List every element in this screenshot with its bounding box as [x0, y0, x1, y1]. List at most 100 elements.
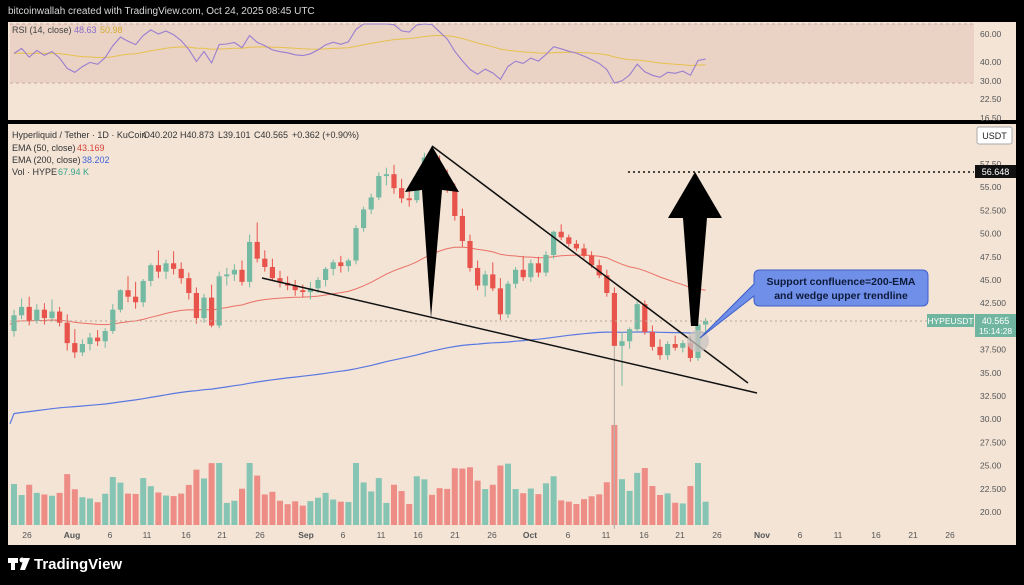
candle-body	[528, 263, 534, 278]
candle-body	[551, 231, 557, 255]
price-tick: 42.500	[980, 298, 1006, 308]
volume-bar	[269, 491, 276, 525]
volume-bar	[155, 492, 162, 525]
candle-body	[452, 189, 458, 216]
wedge-lower-trendline	[261, 277, 758, 394]
ema50-value: 43.169	[77, 143, 105, 153]
candle-body	[269, 267, 275, 279]
volume-bar	[581, 499, 587, 525]
price-tick: 52.500	[980, 205, 1006, 215]
volume-bars	[11, 425, 709, 525]
annotation-line-2: and wedge upper trendline	[774, 290, 908, 302]
candle-body	[11, 315, 17, 332]
volume-bar	[49, 495, 55, 525]
volume-bar	[619, 479, 625, 525]
price-tick: 27.500	[980, 437, 1006, 447]
ema50-label: EMA (50, close)	[12, 143, 76, 153]
candle-body	[467, 241, 473, 268]
candle-body	[627, 329, 633, 342]
candle-body	[307, 288, 313, 293]
currency-box[interactable]	[976, 126, 1013, 145]
volume-bar	[64, 474, 71, 525]
volume-bar	[71, 489, 78, 525]
rsi-ma-legend-value: 50.98	[100, 25, 123, 35]
candle-body	[95, 337, 101, 342]
volume-bar	[474, 480, 481, 525]
time-tick: Nov	[754, 530, 770, 540]
volume-bar	[489, 484, 496, 525]
candle-body	[133, 296, 139, 303]
volume-bar	[170, 496, 177, 525]
candle-body	[657, 346, 663, 356]
candle-body	[672, 344, 678, 348]
candle-body	[292, 285, 298, 291]
price-tick: 22.500	[980, 484, 1006, 494]
time-tick: Oct	[523, 530, 537, 540]
candle-body	[558, 231, 564, 238]
tradingview-logo	[8, 557, 30, 570]
volume-bar	[223, 502, 230, 525]
candle-body	[216, 276, 222, 326]
candle-body	[505, 283, 511, 315]
time-tick: 6	[108, 530, 113, 540]
time-tick: 11	[602, 530, 611, 540]
candle-body	[376, 176, 382, 198]
candle-body	[330, 262, 336, 269]
volume-bar	[527, 488, 534, 525]
ema200-line	[9, 331, 706, 425]
candle-body	[459, 215, 465, 242]
volume-bar	[208, 463, 215, 525]
time-tick: 11	[377, 530, 386, 540]
volume-bar	[398, 491, 405, 525]
volume-bar	[626, 490, 633, 525]
volume-bar	[436, 488, 443, 525]
time-tick: 6	[341, 530, 346, 540]
price-tick: 50.00	[980, 229, 1002, 239]
candle-body	[482, 274, 488, 286]
pole-arrow	[405, 146, 459, 318]
candle-body	[140, 280, 146, 303]
volume-bar	[702, 501, 709, 525]
candle-body	[277, 278, 283, 283]
candle-body	[513, 269, 519, 284]
candle-body	[338, 262, 344, 267]
volume-bar	[330, 499, 337, 525]
time-tick: 11	[143, 530, 152, 540]
time-tick: 21	[450, 530, 460, 540]
candle-body	[224, 274, 230, 277]
volume-bar	[687, 486, 694, 525]
candle-body	[604, 275, 610, 293]
candle-body	[642, 304, 648, 332]
candle-body	[64, 322, 70, 344]
volume-bar	[505, 463, 511, 525]
candle-body	[262, 258, 268, 268]
time-tick: 11	[834, 530, 843, 540]
volume-bar	[132, 493, 139, 525]
time-tick: Aug	[64, 530, 81, 540]
time-tick: 21	[217, 530, 227, 540]
volume-bar	[353, 463, 359, 525]
ema50-line	[9, 246, 706, 326]
candle-body	[26, 306, 32, 321]
volume-bar	[125, 493, 131, 525]
candle-body	[573, 243, 579, 249]
time-tick: 6	[566, 530, 571, 540]
volume-bar	[33, 492, 40, 525]
time-tick: 6	[798, 530, 803, 540]
volume-bar	[596, 494, 603, 525]
ema200-label: EMA (200, close)	[12, 155, 81, 165]
rsi-legend-value: 48.63	[74, 25, 97, 35]
rsi-tick-30: 30.00	[980, 76, 1002, 86]
volume-bar	[163, 495, 169, 525]
volume-bar	[140, 478, 147, 525]
rsi-lines	[13, 23, 706, 84]
volume-bar	[664, 493, 671, 525]
candle-body	[611, 292, 617, 346]
volume-bar	[451, 468, 458, 525]
candle-body	[566, 237, 572, 244]
volume-bar	[634, 472, 641, 525]
tv-logo-stem-icon	[11, 558, 15, 570]
target-price-badge	[975, 165, 1016, 178]
